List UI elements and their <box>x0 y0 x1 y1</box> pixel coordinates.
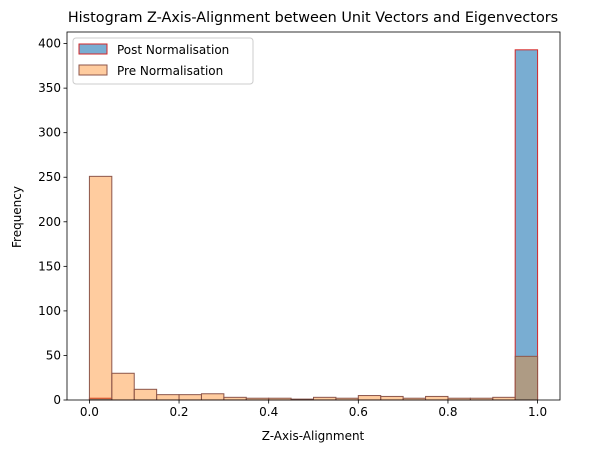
y-tick-label: 350 <box>38 81 61 95</box>
y-tick-label: 0 <box>53 393 61 407</box>
series-1 <box>88 49 539 401</box>
legend-label: Post Normalisation <box>117 43 229 57</box>
y-tick-label: 50 <box>46 348 61 362</box>
legend-label: Pre Normalisation <box>117 64 223 78</box>
bar <box>111 372 135 401</box>
legend-swatch <box>78 64 108 76</box>
x-tick-label: 0.8 <box>438 405 457 419</box>
y-tick-label: 250 <box>38 170 61 184</box>
bar <box>178 394 202 401</box>
axes-layer: 0.0 0.2 0.4 0.6 0.8 1.0 0 50 100 150 200 250 300 350 4… <box>38 31 561 419</box>
bars-layer <box>88 49 539 401</box>
bar <box>223 396 247 401</box>
plot-frame <box>66 31 561 401</box>
bar <box>88 175 113 401</box>
bar <box>425 395 449 401</box>
y-tick-label: 150 <box>38 259 61 273</box>
bar <box>514 355 539 401</box>
series-2 <box>88 175 539 401</box>
y-tick-label: 200 <box>38 215 61 229</box>
legend-swatch <box>78 43 108 55</box>
bar <box>492 396 516 401</box>
y-tick-label: 100 <box>38 304 61 318</box>
chart-title: Histogram Z-Axis-Alignment between Unit … <box>68 10 558 26</box>
x-tick-label: 0.4 <box>259 405 278 419</box>
bar <box>133 388 158 401</box>
x-tick-label: 0.6 <box>349 405 368 419</box>
bar <box>313 396 337 401</box>
bar <box>514 49 539 401</box>
x-axis-label: Z-Axis-Alignment <box>262 429 365 443</box>
y-tick-label: 300 <box>38 126 61 140</box>
legend-frame <box>72 37 254 85</box>
x-tick-label: 0.0 <box>80 405 99 419</box>
legend: Post Normalisation Pre Normalisation <box>72 37 254 85</box>
bar <box>380 395 404 401</box>
x-tick-label: 0.2 <box>169 405 188 419</box>
bar <box>156 394 180 401</box>
x-tick-label: 1.0 <box>528 405 547 419</box>
y-tick-label: 400 <box>38 37 61 51</box>
y-axis-label: Frequency <box>10 186 24 248</box>
bar <box>200 393 225 401</box>
bar <box>357 395 382 401</box>
